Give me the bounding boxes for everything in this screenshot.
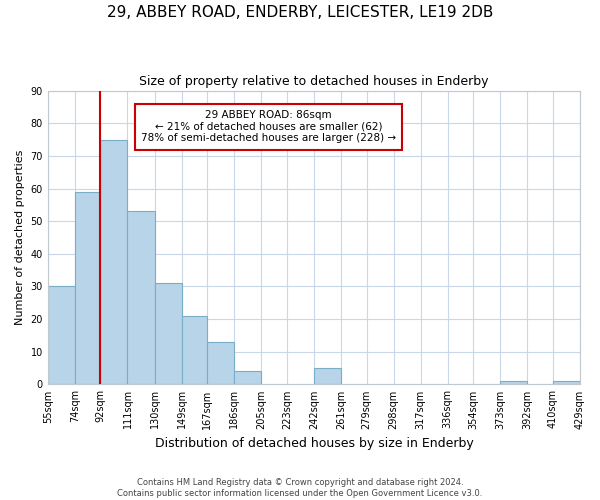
Bar <box>155 283 182 384</box>
Text: 29, ABBEY ROAD, ENDERBY, LEICESTER, LE19 2DB: 29, ABBEY ROAD, ENDERBY, LEICESTER, LE19… <box>107 5 493 20</box>
Bar <box>234 372 261 384</box>
Bar <box>182 316 207 384</box>
Bar <box>48 286 75 384</box>
Bar <box>500 381 527 384</box>
X-axis label: Distribution of detached houses by size in Enderby: Distribution of detached houses by size … <box>155 437 473 450</box>
Bar <box>314 368 341 384</box>
Bar <box>75 192 100 384</box>
Bar <box>207 342 234 384</box>
Title: Size of property relative to detached houses in Enderby: Size of property relative to detached ho… <box>139 75 488 88</box>
Bar <box>127 212 155 384</box>
Text: Contains HM Land Registry data © Crown copyright and database right 2024.
Contai: Contains HM Land Registry data © Crown c… <box>118 478 482 498</box>
Bar <box>100 140 127 384</box>
Text: 29 ABBEY ROAD: 86sqm
← 21% of detached houses are smaller (62)
78% of semi-detac: 29 ABBEY ROAD: 86sqm ← 21% of detached h… <box>141 110 396 144</box>
Bar <box>553 381 580 384</box>
Y-axis label: Number of detached properties: Number of detached properties <box>15 150 25 325</box>
